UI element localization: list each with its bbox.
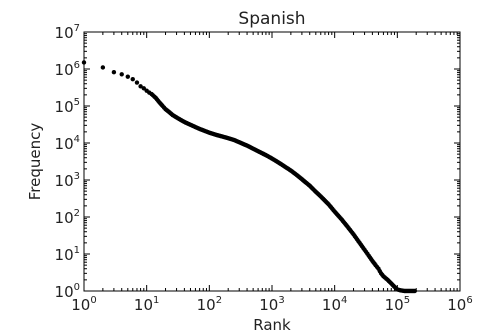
y-tick-label: 101: [55, 245, 80, 264]
y-axis-title: Frequency: [26, 123, 44, 201]
data-point: [125, 74, 131, 79]
y-tick-label: 102: [55, 208, 80, 227]
axis-ticks: 100 101 102 103 104 105 106 100 101 102 103 104 105 1…: [55, 23, 473, 314]
plot-area-frame: [83, 31, 461, 292]
data-points: [81, 60, 418, 294]
x-tick-label: 101: [134, 295, 159, 314]
x-tick-label: 105: [385, 295, 410, 314]
x-axis-title: Rank: [253, 316, 291, 334]
x-tick-label: 102: [197, 295, 222, 314]
data-point: [412, 288, 418, 294]
y-tick-label: 104: [55, 134, 80, 153]
x-tick-label: 104: [322, 295, 347, 314]
y-tick-label: 106: [55, 60, 80, 79]
data-point: [81, 60, 87, 65]
data-point: [100, 65, 106, 70]
y-tick-label: 100: [55, 282, 80, 301]
x-tick-label: 103: [259, 295, 284, 314]
data-point: [130, 77, 135, 82]
x-tick-label: 106: [447, 295, 472, 314]
x-tick-label: 100: [71, 295, 96, 314]
data-point: [119, 72, 124, 77]
chart-title: Spanish: [238, 9, 305, 29]
y-tick-label: 107: [55, 23, 80, 42]
data-point: [111, 69, 117, 75]
data-point: [134, 80, 140, 85]
y-tick-label: 105: [55, 97, 80, 116]
data-point: [138, 84, 143, 89]
y-tick-label: 103: [55, 171, 80, 190]
